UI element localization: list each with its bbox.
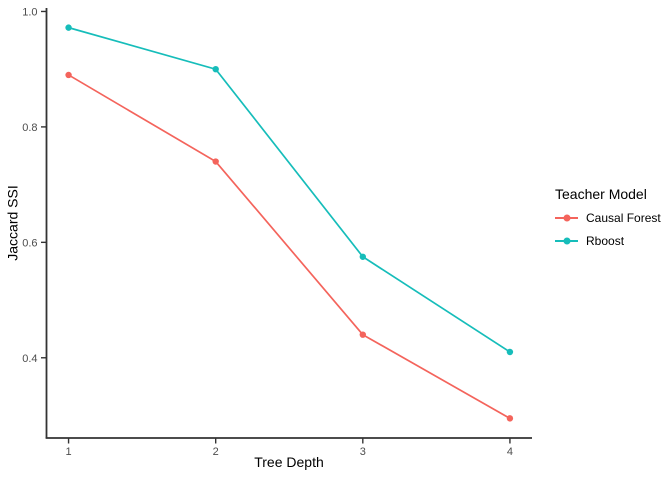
legend-key-causal-forest (555, 210, 578, 225)
x-tick-label: 4 (507, 446, 513, 458)
data-point-causal-forest-2 (212, 158, 219, 165)
y-axis-title: Jaccard SSI (4, 185, 21, 261)
data-point-causal-forest-1 (65, 71, 72, 79)
data-point-causal-forest-4 (506, 415, 514, 422)
series-line-causal-forest (68, 74, 511, 420)
data-point-rboost-4 (506, 348, 514, 356)
data-point-causal-forest-3 (359, 331, 367, 338)
data-point-rboost-3 (359, 253, 367, 260)
legend-item-causal-forest: Causal Forest (555, 209, 661, 226)
point-marker-icon (563, 237, 570, 244)
x-tick-label: 2 (213, 446, 219, 458)
x-axis-title: Tree Depth (254, 454, 324, 470)
point-marker-icon (563, 214, 570, 221)
legend-title: Teacher Model (555, 186, 647, 202)
y-tick-label: 0.8 (22, 122, 37, 134)
y-tick-label: 0.4 (22, 353, 37, 365)
y-tick-label: 0.6 (22, 237, 37, 249)
legend-key-rboost (555, 233, 578, 248)
legend-label-causal-forest: Causal Forest (586, 210, 661, 225)
legend-item-rboost: Rboost (555, 232, 661, 249)
legend-label-rboost: Rboost (586, 233, 625, 248)
data-point-rboost-1 (65, 24, 72, 31)
x-tick-label: 3 (360, 446, 366, 458)
x-tick-label: 1 (66, 446, 72, 458)
data-point-rboost-2 (212, 65, 219, 73)
series-line-rboost (68, 26, 511, 353)
legend: Teacher Model Causal Forest Rboost (555, 186, 661, 249)
y-tick-label: 1.0 (22, 6, 37, 18)
